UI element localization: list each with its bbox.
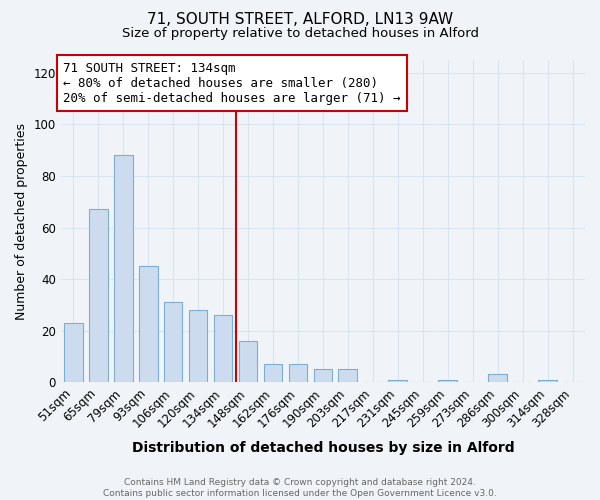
Text: 71, SOUTH STREET, ALFORD, LN13 9AW: 71, SOUTH STREET, ALFORD, LN13 9AW xyxy=(147,12,453,28)
Bar xyxy=(289,364,307,382)
Bar xyxy=(263,364,283,382)
Bar xyxy=(239,341,257,382)
Bar xyxy=(388,380,407,382)
Bar xyxy=(338,370,357,382)
Bar xyxy=(114,156,133,382)
Bar xyxy=(139,266,158,382)
Text: Contains HM Land Registry data © Crown copyright and database right 2024.
Contai: Contains HM Land Registry data © Crown c… xyxy=(103,478,497,498)
Bar xyxy=(488,374,507,382)
Bar xyxy=(189,310,208,382)
Text: 71 SOUTH STREET: 134sqm
← 80% of detached houses are smaller (280)
20% of semi-d: 71 SOUTH STREET: 134sqm ← 80% of detache… xyxy=(63,62,401,104)
Bar xyxy=(439,380,457,382)
Bar xyxy=(64,323,83,382)
Bar xyxy=(164,302,182,382)
Bar xyxy=(314,370,332,382)
X-axis label: Distribution of detached houses by size in Alford: Distribution of detached houses by size … xyxy=(131,441,514,455)
Bar xyxy=(89,210,107,382)
Bar xyxy=(538,380,557,382)
Bar xyxy=(214,315,232,382)
Text: Size of property relative to detached houses in Alford: Size of property relative to detached ho… xyxy=(121,28,479,40)
Y-axis label: Number of detached properties: Number of detached properties xyxy=(15,122,28,320)
